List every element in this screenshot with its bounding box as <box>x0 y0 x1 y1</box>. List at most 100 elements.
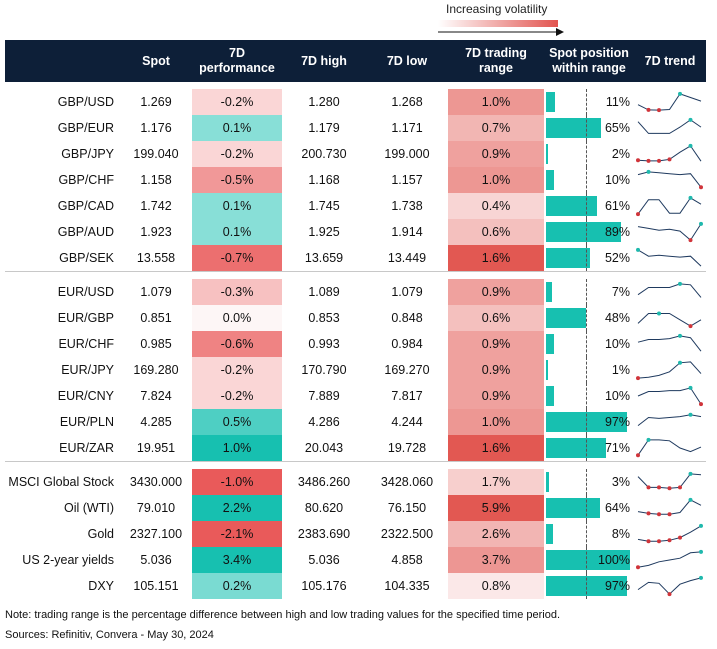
asset-name: EUR/USD <box>57 285 114 299</box>
fx-volatility-table: Spot 7D performance 7D high 7D low 7D tra… <box>5 40 706 599</box>
midpoint-dashed-line <box>586 435 587 461</box>
high-value: 0.853 <box>308 311 340 325</box>
trend-low-marker <box>667 538 672 543</box>
group-separator-cell <box>5 461 706 469</box>
footnote: Note: trading range is the percentage di… <box>5 609 561 621</box>
trend-high-marker <box>646 437 651 442</box>
col-header-spot-position: Spot position within range <box>544 40 634 82</box>
volatility-legend-label: Increasing volatility <box>446 2 548 16</box>
performance-value: 0.2% <box>192 573 282 599</box>
performance-value: 0.1% <box>192 219 282 245</box>
trend-sparkline-cell <box>634 331 706 357</box>
spot-value: 1.742 <box>140 199 172 213</box>
table-row: GBP/CAD 1.742 0.1% 1.745 1.738 0.4% 61% <box>5 193 706 219</box>
spot-position-label: 7% <box>611 285 630 299</box>
trend-low-marker <box>646 485 651 490</box>
spot-position-cell: 97% <box>544 409 634 435</box>
high-value: 4.286 <box>308 415 340 429</box>
trading-range-value: 3.7% <box>448 547 544 573</box>
spot-position-cell: 10% <box>544 167 634 193</box>
spot-position-bar <box>546 524 553 544</box>
trend-sparkline <box>637 221 703 243</box>
trend-sparkline <box>636 143 702 163</box>
spot-position-label: 97% <box>604 579 630 593</box>
high-value: 1.168 <box>308 173 340 187</box>
col-header-pos-line2: within range <box>552 61 626 75</box>
spot-position-cell: 10% <box>544 383 634 409</box>
spot-position-bar <box>546 170 555 190</box>
low-value: 1.171 <box>391 121 423 135</box>
asset-name: Gold <box>87 527 114 541</box>
high-value: 170.790 <box>301 363 347 377</box>
trend-high-marker <box>678 91 682 96</box>
asset-name: MSCI Global Stock <box>8 475 114 489</box>
trading-range-value: 2.6% <box>448 521 544 547</box>
low-value: 0.984 <box>391 337 423 351</box>
asset-name: GBP/EUR <box>57 121 114 135</box>
trend-line <box>637 283 702 298</box>
high-value: 1.179 <box>308 121 340 135</box>
trend-sparkline-cell <box>634 141 706 167</box>
table-row: GBP/USD 1.269 -0.2% 1.280 1.268 1.0% 11% <box>5 89 706 115</box>
midpoint-dashed-line <box>586 383 587 409</box>
table-row: MSCI Global Stock 3430.000 -1.0% 3486.260 34… <box>5 469 706 495</box>
performance-value: -0.2% <box>192 383 282 409</box>
spot-position-bar <box>546 196 598 216</box>
spot-value: 79.010 <box>136 501 176 515</box>
spot-value: 105.151 <box>133 579 179 593</box>
table-row: GBP/CHF 1.158 -0.5% 1.168 1.157 1.0% 10% <box>5 167 706 193</box>
asset-name: GBP/CAD <box>57 199 114 213</box>
trend-sparkline-cell <box>634 521 706 547</box>
trend-sparkline-cell <box>634 495 706 521</box>
group-separator <box>5 271 706 279</box>
trend-line <box>637 387 702 405</box>
trend-low-marker <box>657 485 661 490</box>
spot-value: 7.824 <box>140 389 172 403</box>
spot-position-bar <box>546 498 600 518</box>
midpoint-dashed-line <box>586 245 587 271</box>
table-row: Oil (WTI) 79.010 2.2% 80.620 76.150 5.9% 64% <box>5 495 706 521</box>
trading-range-value: 0.7% <box>448 115 544 141</box>
midpoint-dashed-line <box>586 193 587 219</box>
trend-sparkline <box>637 523 703 544</box>
low-value: 7.817 <box>391 389 423 403</box>
low-value: 1.738 <box>391 199 423 213</box>
low-value: 104.335 <box>384 579 430 593</box>
sources-line: Sources: Refinitiv, Convera - May 30, 20… <box>5 629 214 641</box>
spot-position-bar <box>546 144 548 164</box>
midpoint-dashed-line <box>586 141 587 167</box>
trading-range-value: 5.9% <box>448 495 544 521</box>
performance-value: -0.6% <box>192 331 282 357</box>
spot-position-bar <box>546 308 587 328</box>
asset-name: GBP/AUD <box>57 225 114 239</box>
trend-sparkline <box>636 247 702 267</box>
table-row: EUR/PLN 4.285 0.5% 4.286 4.244 1.0% 97% <box>5 409 706 435</box>
spot-value: 5.036 <box>140 553 172 567</box>
performance-value: -0.5% <box>192 167 282 193</box>
trading-range-value: 0.6% <box>448 219 544 245</box>
spot-position-label: 97% <box>604 415 630 429</box>
spot-position-cell: 1% <box>544 357 634 383</box>
low-value: 13.449 <box>387 251 427 265</box>
trend-sparkline-cell <box>634 305 706 331</box>
spot-position-label: 48% <box>604 311 630 325</box>
table-header-row: Spot 7D performance 7D high 7D low 7D tra… <box>5 40 706 82</box>
asset-name: EUR/CNY <box>57 389 114 403</box>
table-row: EUR/JPY 169.280 -0.2% 170.790 169.270 0.9% 1% <box>5 357 706 383</box>
midpoint-dashed-line <box>586 495 587 521</box>
col-header-performance-line1: 7D <box>229 46 245 60</box>
trend-high-marker <box>688 412 693 417</box>
performance-value: 1.0% <box>192 435 282 462</box>
performance-value: -2.1% <box>192 521 282 547</box>
asset-name: EUR/PLN <box>59 415 114 429</box>
low-value: 76.150 <box>387 501 427 515</box>
trend-low-marker <box>636 158 640 163</box>
trend-line <box>637 249 702 267</box>
table-body: GBP/USD 1.269 -0.2% 1.280 1.268 1.0% 11% GBP/EU… <box>5 82 706 599</box>
spot-position-bar <box>546 550 630 570</box>
trend-low-marker <box>646 158 651 163</box>
col-header-high: 7D high <box>282 40 366 82</box>
spot-position-label: 11% <box>605 95 630 109</box>
table-row: GBP/SEK 13.558 -0.7% 13.659 13.449 1.6% 52% <box>5 245 706 272</box>
performance-value: 0.5% <box>192 409 282 435</box>
